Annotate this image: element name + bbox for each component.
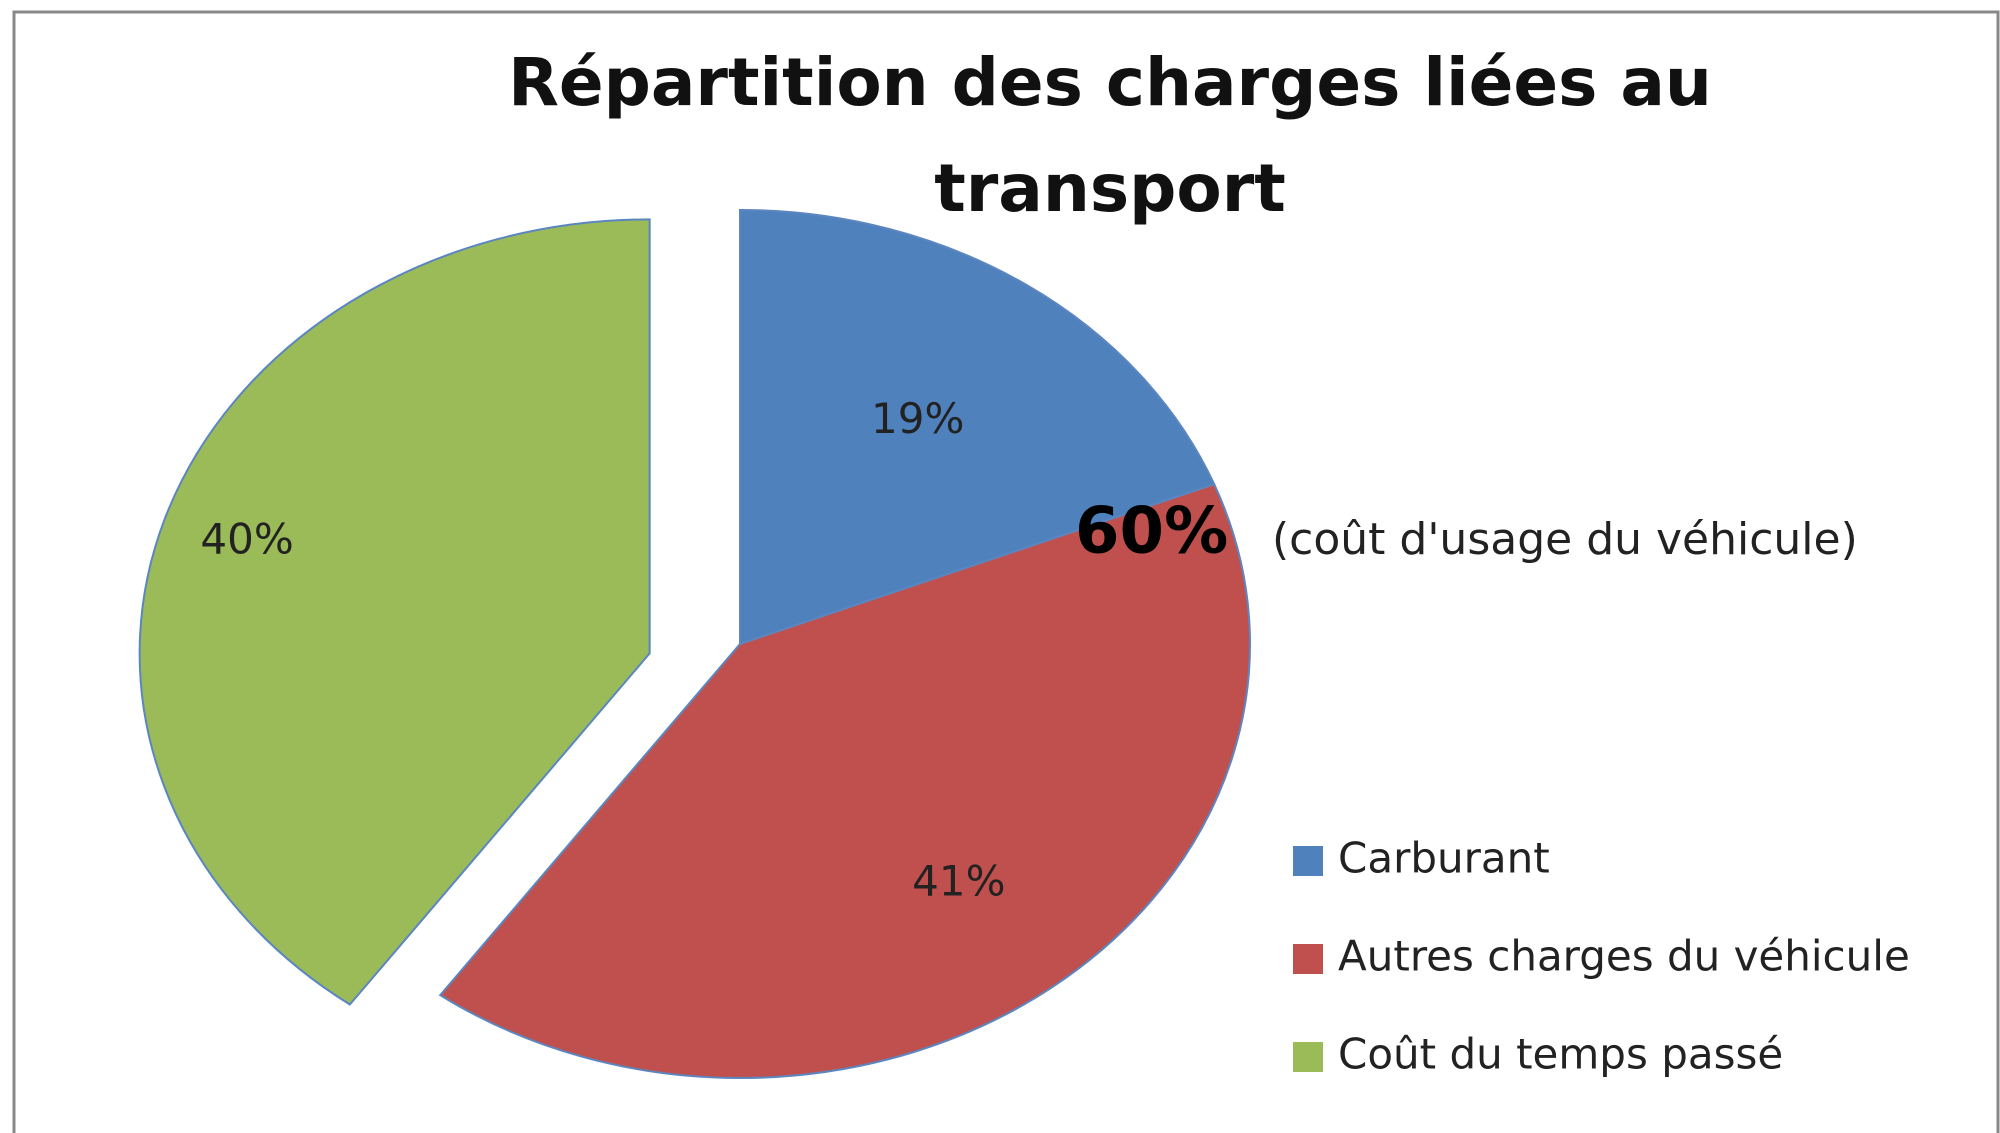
legend-label: Carburant [1338, 834, 1550, 883]
chart-frame [12, 10, 2000, 1133]
legend-swatch [1293, 846, 1323, 876]
annotation: (coût d'usage du véhicule) [1272, 514, 1858, 565]
chart-title: Répartition des charges liées au transpo… [508, 44, 1712, 227]
pie-slice [438, 483, 1251, 1080]
data-label: 19% [871, 394, 964, 443]
legend-swatch [1293, 1042, 1323, 1072]
pie-slice [138, 218, 651, 1006]
data-label: 41% [912, 857, 1005, 906]
legend-label: Autres charges du véhicule [1338, 932, 1910, 981]
legend-swatch [1293, 944, 1323, 974]
data-label: 40% [200, 515, 293, 564]
legend-label: Coût du temps passé [1338, 1030, 1783, 1079]
annotation: 60% [1075, 495, 1228, 569]
pie-slice [739, 208, 1216, 646]
